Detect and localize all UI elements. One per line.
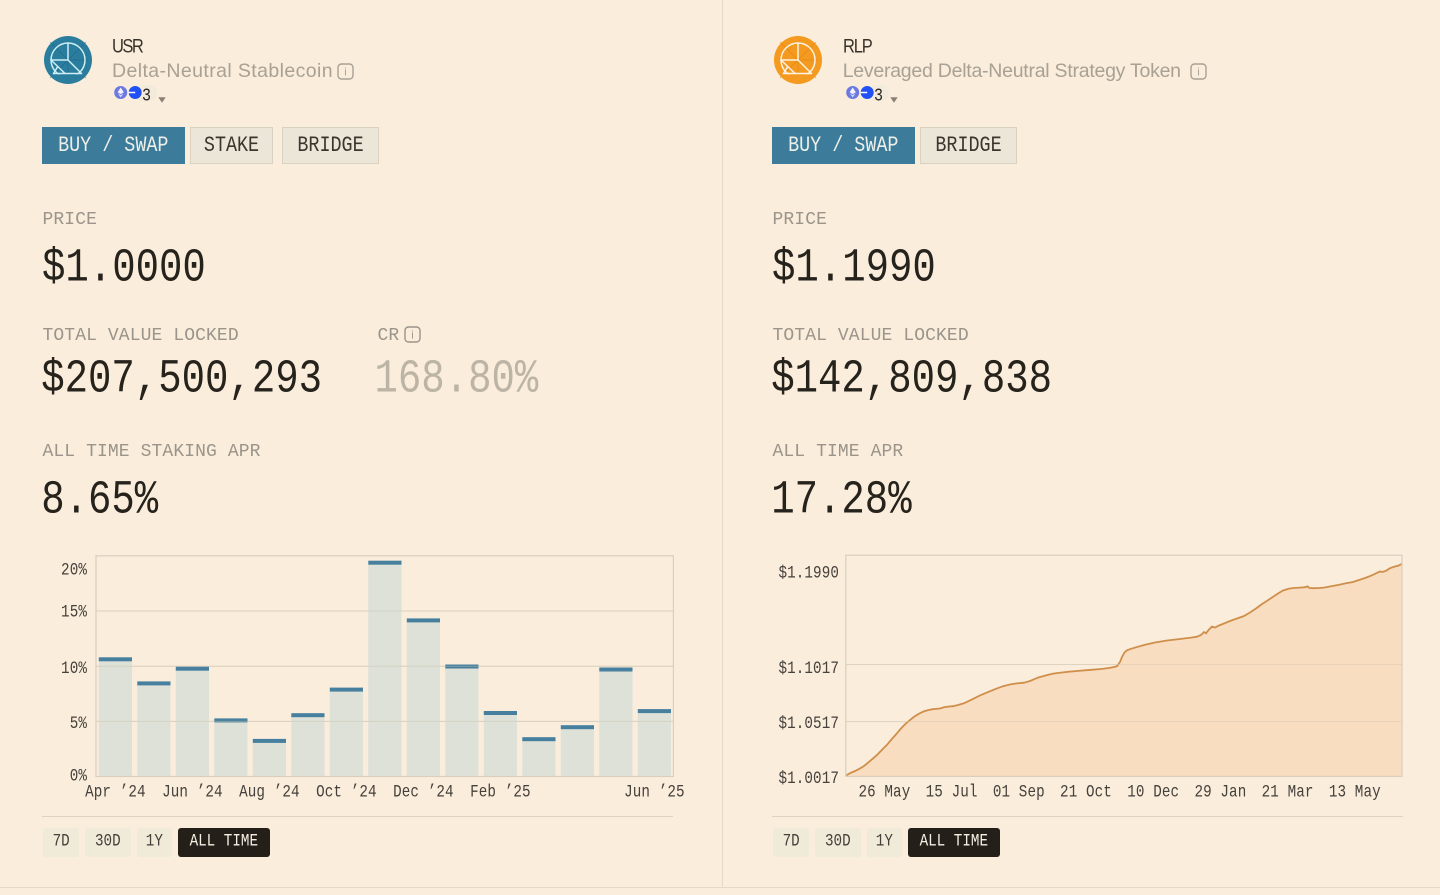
svg-text:15%: 15% [61,602,87,622]
svg-text:01 Sep: 01 Sep [993,782,1045,802]
svg-text:13 May: 13 May [1329,782,1381,802]
svg-text:Feb ’25: Feb ’25 [470,782,531,802]
svg-text:Oct ’24: Oct ’24 [316,782,377,802]
svg-text:Apr ’24: Apr ’24 [85,782,146,802]
svg-text:i: i [1197,67,1199,79]
svg-text:Aug ’24: Aug ’24 [239,782,300,802]
svg-text:21 Mar: 21 Mar [1262,782,1314,802]
svg-text:$1.0017: $1.0017 [778,769,839,789]
svg-text:21 Oct: 21 Oct [1060,782,1112,802]
svg-text:i: i [411,330,413,342]
svg-text:5%: 5% [70,714,88,734]
svg-text:Jun ’25: Jun ’25 [624,782,685,802]
svg-text:26 May: 26 May [858,782,910,802]
svg-text:0%: 0% [70,766,88,786]
svg-text:Dec ’24: Dec ’24 [393,782,454,802]
svg-text:10%: 10% [61,659,87,679]
svg-text:Jun ’24: Jun ’24 [162,782,223,802]
svg-text:20%: 20% [61,560,87,580]
svg-text:i: i [344,67,346,79]
svg-text:$1.1017: $1.1017 [778,658,839,678]
svg-text:$1.1990: $1.1990 [778,563,839,583]
svg-text:$1.0517: $1.0517 [778,714,839,734]
svg-text:10 Dec: 10 Dec [1127,782,1179,802]
svg-text:29 Jan: 29 Jan [1194,782,1246,802]
svg-text:15 Jul: 15 Jul [926,782,978,802]
